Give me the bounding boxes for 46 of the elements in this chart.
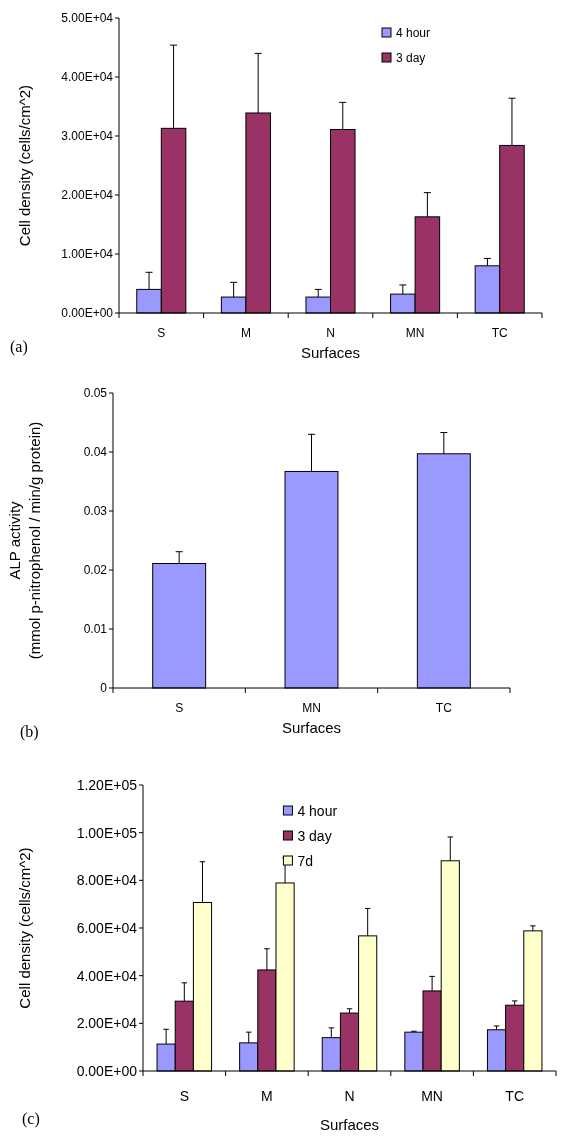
y-tick-label: 0	[100, 681, 108, 696]
x-tick-label: MN	[421, 1088, 443, 1104]
y-tick-label: 0.03	[83, 504, 108, 519]
y-tick-label: 4.00E+04	[76, 967, 138, 984]
y-tick-label: 3.00E+04	[61, 129, 114, 144]
x-tick-label: M	[261, 1088, 273, 1104]
x-tick-label: N	[344, 1088, 355, 1104]
x-axis-title: Surfaces	[319, 1116, 380, 1133]
x-tick-label: S	[175, 701, 184, 715]
x-tick-label: MN	[405, 326, 425, 340]
x-tick-label: TC	[505, 1088, 525, 1104]
y-tick-label: 4.00E+04	[61, 70, 114, 85]
y-axis-title: ALP activity (mmol p-nitrophenol / min/g protein)	[6, 421, 43, 660]
legend-label: 4 hour	[396, 26, 431, 41]
y-axis-title: Cell density (cells/cm^2)	[16, 84, 33, 247]
x-axis-title: Surfaces	[300, 344, 361, 361]
y-axis-title: Cell density (cells/cm^2)	[16, 847, 33, 1009]
x-tick-label: S	[157, 326, 166, 340]
y-tick-label: 8.00E+04	[76, 872, 138, 889]
legend-label: 3 day	[396, 51, 426, 66]
y-tick-label: 0.04	[83, 445, 108, 460]
y-tick-label: 1.00E+04	[61, 247, 114, 262]
text: (c)	[22, 1110, 40, 1128]
x-tick-label: TC	[491, 326, 509, 340]
legend-label: 7d	[297, 852, 313, 869]
text: (a)	[10, 338, 28, 356]
y-tick-label: 1.00E+05	[76, 824, 138, 841]
y-tick-label: 2.00E+04	[76, 1015, 138, 1032]
y-tick-label: 6.00E+04	[76, 919, 138, 936]
legend-label: 4 hour	[297, 802, 338, 819]
x-tick-label: M	[240, 326, 251, 340]
y-tick-label: 5.00E+04	[61, 11, 114, 26]
y-tick-label: 0.01	[83, 622, 108, 637]
legend-label: 3 day	[297, 827, 332, 844]
y-tick-label: 1.20E+05	[76, 776, 138, 793]
x-tick-label: N	[326, 326, 335, 340]
y-tick-label: 0.00E+00	[76, 1062, 138, 1079]
x-tick-label: TC	[435, 701, 453, 715]
y-tick-label: 0.00E+00	[61, 306, 114, 321]
y-tick-label: 2.00E+04	[61, 188, 114, 203]
x-axis-title: Surfaces	[281, 719, 342, 736]
y-tick-label: 0.02	[83, 563, 108, 578]
text: (b)	[20, 723, 39, 741]
x-tick-label: S	[179, 1088, 189, 1104]
y-tick-label: 0.05	[83, 386, 108, 401]
x-tick-label: MN	[302, 701, 321, 715]
